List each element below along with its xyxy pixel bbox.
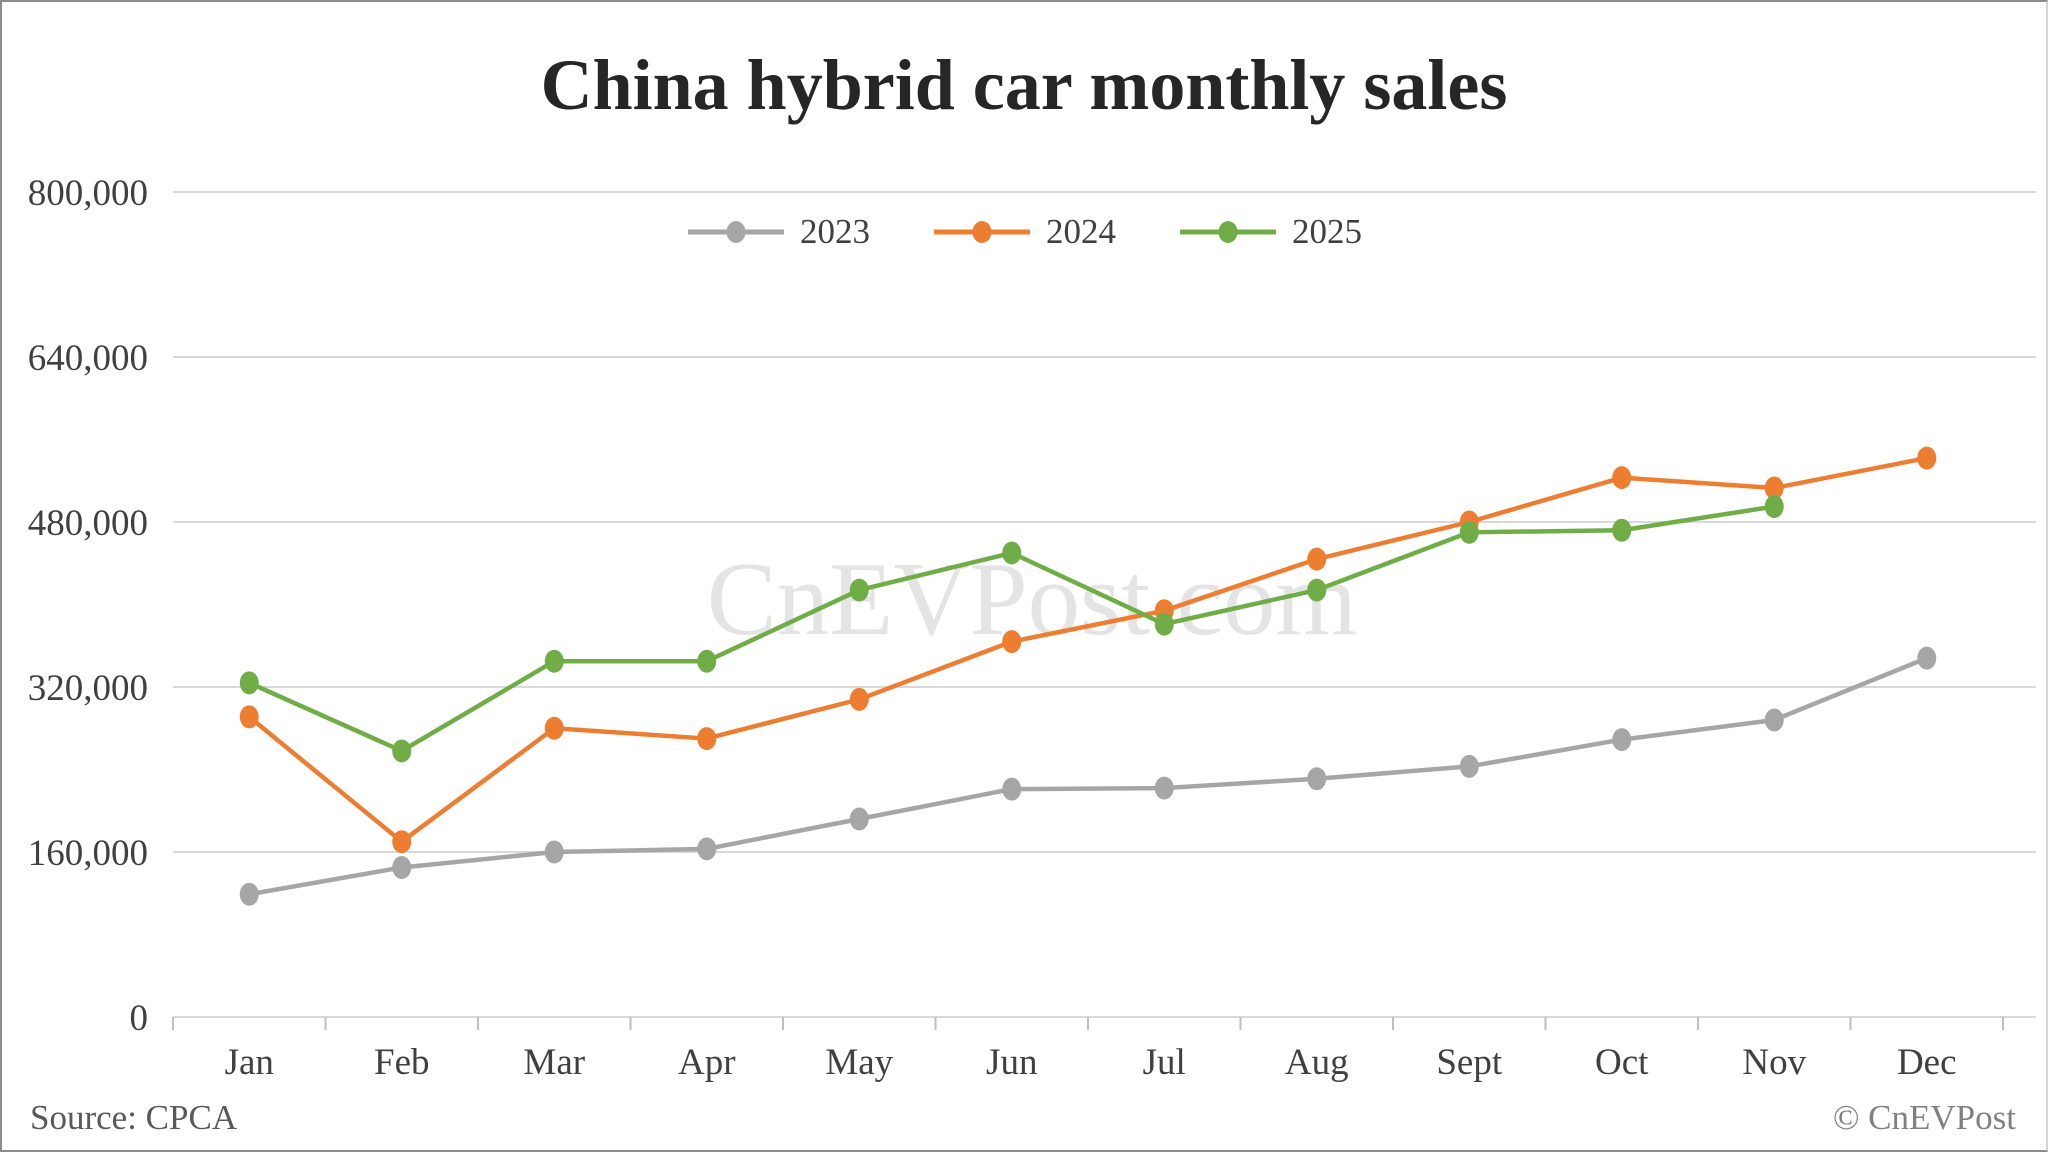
data-point-2025-Aug bbox=[1307, 578, 1327, 602]
y-axis-label: 800,000 bbox=[28, 173, 148, 214]
data-point-2023-Apr bbox=[697, 837, 717, 861]
y-axis-label: 640,000 bbox=[28, 338, 148, 379]
data-point-2025-Mar bbox=[544, 649, 564, 673]
series-line-2024 bbox=[247, 455, 1929, 844]
x-axis-label: Jun bbox=[986, 1042, 1037, 1083]
x-axis-label: Nov bbox=[1742, 1042, 1806, 1083]
x-axis-label: Oct bbox=[1595, 1042, 1649, 1083]
legend-item-2025: 2025 bbox=[1178, 212, 1362, 252]
data-point-2023-Mar bbox=[544, 840, 564, 864]
x-axis-label: Feb bbox=[374, 1042, 430, 1083]
data-point-2023-Feb bbox=[392, 855, 412, 879]
copyright-note: © CnEVPost bbox=[1832, 1098, 2016, 1137]
data-point-2025-May bbox=[849, 578, 869, 602]
data-point-2023-Sept bbox=[1459, 754, 1479, 778]
legend-marker-icon bbox=[934, 221, 1030, 243]
data-point-2024-May bbox=[849, 687, 869, 711]
data-point-2025-Jan bbox=[239, 671, 259, 695]
data-point-2025-Apr bbox=[697, 649, 717, 673]
x-axis-label: May bbox=[825, 1042, 893, 1083]
legend-label: 2024 bbox=[1046, 212, 1116, 251]
data-point-2024-Feb bbox=[392, 830, 412, 854]
data-point-2025-Oct bbox=[1612, 518, 1632, 542]
legend-item-2024: 2024 bbox=[932, 212, 1116, 252]
legend: 2023 2024 2025 bbox=[2, 212, 2046, 252]
y-axis-label: 480,000 bbox=[28, 503, 148, 544]
data-point-2025-Jun bbox=[1002, 541, 1022, 565]
data-point-2025-Feb bbox=[392, 739, 412, 763]
data-point-2024-Oct bbox=[1612, 466, 1632, 490]
data-point-2024-Jan bbox=[239, 705, 259, 729]
data-point-2023-Jun bbox=[1002, 777, 1022, 801]
y-axis-label: 160,000 bbox=[28, 833, 148, 874]
y-axis-label: 320,000 bbox=[28, 668, 148, 709]
x-axis-label: Dec bbox=[1897, 1042, 1957, 1083]
x-axis-label: Sept bbox=[1436, 1042, 1503, 1083]
legend-marker-icon bbox=[1180, 221, 1276, 243]
x-axis-label: Jan bbox=[225, 1042, 274, 1083]
data-point-2023-Jul bbox=[1154, 776, 1174, 800]
data-point-2023-Jan bbox=[239, 882, 259, 906]
data-point-2024-Mar bbox=[544, 716, 564, 740]
data-point-2023-Oct bbox=[1612, 728, 1632, 752]
x-axis-label: Jul bbox=[1143, 1042, 1186, 1083]
data-point-2023-Nov bbox=[1764, 708, 1784, 732]
data-point-2024-Jun bbox=[1002, 630, 1022, 654]
source-note: Source: CPCA bbox=[30, 1098, 238, 1137]
data-point-2023-Dec bbox=[1917, 646, 1937, 670]
data-point-2023-May bbox=[849, 807, 869, 831]
legend-label: 2023 bbox=[800, 212, 870, 251]
data-point-2025-Sept bbox=[1459, 520, 1479, 544]
y-axis-label: 0 bbox=[130, 998, 149, 1039]
data-point-2024-Dec bbox=[1917, 446, 1937, 470]
x-axis-label: Mar bbox=[523, 1042, 585, 1083]
data-point-2023-Aug bbox=[1307, 767, 1327, 791]
data-point-2024-Nov bbox=[1764, 476, 1784, 500]
data-point-2024-Aug bbox=[1307, 547, 1327, 571]
series-line-2023 bbox=[247, 655, 1929, 897]
legend-marker-icon bbox=[688, 221, 784, 243]
data-point-2025-Jul bbox=[1154, 612, 1174, 636]
x-axis-label: Aug bbox=[1285, 1042, 1349, 1083]
data-point-2024-Apr bbox=[697, 727, 717, 751]
data-point-2025-Nov bbox=[1764, 495, 1784, 519]
legend-label: 2025 bbox=[1292, 212, 1362, 251]
chart-title: China hybrid car monthly sales bbox=[540, 45, 1508, 125]
x-axis-label: Apr bbox=[678, 1042, 736, 1083]
legend-item-2023: 2023 bbox=[686, 212, 870, 252]
